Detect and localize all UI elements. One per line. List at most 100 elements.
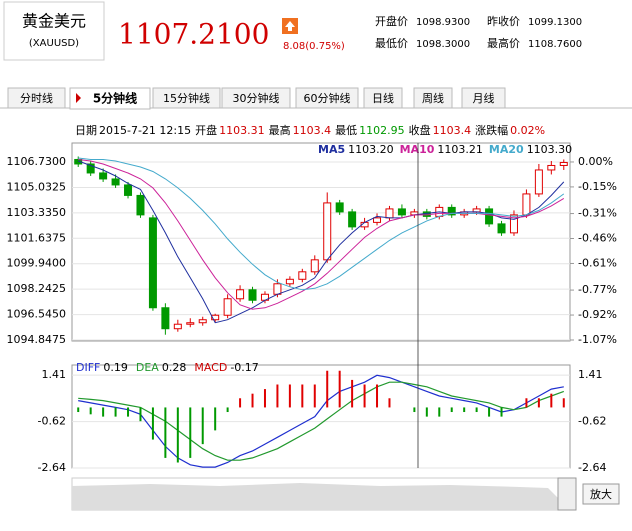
macd-line bbox=[78, 374, 564, 468]
legend-name: MA20 bbox=[489, 143, 524, 156]
symbol-name: 黄金美元 bbox=[22, 12, 86, 31]
y-tick-label: 1101.6375 bbox=[7, 231, 67, 244]
main-frame bbox=[71, 142, 571, 342]
y2-tick-label: -0.61% bbox=[578, 256, 617, 269]
y2-tick-label: -0.77% bbox=[578, 283, 617, 296]
tab-label[interactable]: 60分钟线 bbox=[304, 91, 351, 105]
y2-tick-label: 0.00% bbox=[578, 155, 613, 168]
candle-body bbox=[198, 319, 207, 324]
ma-line bbox=[78, 159, 565, 310]
info-value: 1103.31 bbox=[219, 124, 265, 137]
tab[interactable] bbox=[69, 87, 151, 110]
price-change: 8.08(0.75%) bbox=[283, 41, 345, 52]
y2-tick-label: 1.41 bbox=[578, 368, 603, 381]
legend-value: 1103.21 bbox=[437, 143, 483, 156]
candle-body bbox=[236, 289, 245, 300]
info-value: 1103.4 bbox=[293, 124, 332, 137]
info-value: 1103.4 bbox=[433, 124, 472, 137]
y-tick-label: 1096.5450 bbox=[7, 308, 67, 321]
y2-tick-label: -1.07% bbox=[578, 333, 617, 346]
candle-body bbox=[186, 322, 195, 325]
zoom-button[interactable] bbox=[582, 483, 620, 505]
info-value: 0.02% bbox=[510, 124, 545, 137]
candle-body bbox=[497, 223, 506, 234]
legend-name: DIFF bbox=[76, 361, 100, 374]
tab-label[interactable]: 月线 bbox=[473, 91, 495, 105]
stat-value: 1108.7600 bbox=[528, 39, 582, 50]
legend-name: MA5 bbox=[318, 143, 345, 156]
candle-body bbox=[310, 259, 319, 273]
info-value: 2015-7-21 12:15 bbox=[99, 124, 191, 137]
tabs: 分时线 5分钟线 15分钟线 30分钟线 60分钟线 日线 周线 月线 bbox=[7, 87, 506, 110]
info-label: 开盘 bbox=[195, 123, 217, 137]
tab[interactable] bbox=[461, 87, 506, 109]
info-label: 最低 bbox=[335, 124, 357, 137]
candle-body bbox=[447, 206, 456, 216]
y2-tick-label: -0.62 bbox=[578, 415, 606, 428]
y-tick-label: -2.64 bbox=[38, 461, 66, 474]
candle-body bbox=[136, 194, 145, 216]
tab[interactable] bbox=[413, 87, 453, 109]
info-label: 最高 bbox=[269, 123, 291, 137]
tab[interactable] bbox=[221, 87, 291, 109]
tab-label[interactable]: 日线 bbox=[372, 91, 394, 105]
y-tick-label: 1105.0325 bbox=[7, 180, 67, 193]
stats: 开盘价 1098.9300 昨收价 1099.1300 最低价 1098.3000 最高价 1… bbox=[375, 14, 582, 50]
candle-body bbox=[223, 298, 232, 316]
tab-label[interactable]: 周线 bbox=[422, 91, 444, 105]
candle-body bbox=[285, 278, 294, 285]
tab[interactable] bbox=[7, 87, 66, 109]
candle-body bbox=[509, 214, 518, 234]
candle-body bbox=[248, 289, 257, 301]
tab-marker bbox=[76, 93, 81, 103]
candle-body bbox=[111, 178, 120, 186]
ma-line bbox=[78, 157, 565, 291]
candle-body bbox=[385, 208, 394, 219]
stat-label: 昨收价 bbox=[487, 14, 520, 28]
info-label: 日期 bbox=[75, 124, 97, 137]
candle-body bbox=[335, 202, 344, 213]
stat-label: 最低价 bbox=[375, 37, 408, 50]
candle-body bbox=[124, 184, 133, 196]
candle-body bbox=[522, 193, 531, 216]
y2-tick-label: -0.15% bbox=[578, 180, 617, 193]
legend-value: -0.17 bbox=[230, 361, 258, 374]
candle-body bbox=[99, 172, 108, 180]
navigator-handle[interactable] bbox=[557, 477, 577, 511]
stat-value: 1098.3000 bbox=[416, 39, 470, 50]
tab-label[interactable]: 15分钟线 bbox=[163, 91, 210, 105]
candle-body bbox=[298, 271, 307, 280]
tab-label[interactable]: 30分钟线 bbox=[233, 91, 280, 105]
stat-value: 1099.1300 bbox=[528, 17, 582, 28]
info-line: 日期 2015-7-21 12:15 开盘 1103.31 最高 1103.4 最低 1102… bbox=[75, 123, 545, 137]
y-tick-label: 1103.3350 bbox=[7, 206, 67, 219]
y-tick-label: 1106.7300 bbox=[7, 155, 67, 168]
stat-label: 开盘价 bbox=[375, 14, 408, 28]
zoom-label[interactable]: 放大 bbox=[590, 487, 612, 501]
tab[interactable] bbox=[363, 87, 403, 109]
price: 1107.2100 bbox=[118, 18, 269, 51]
tab-label[interactable]: 5分钟线 bbox=[93, 91, 137, 106]
up-arrow bbox=[285, 21, 295, 31]
legend-name: DEA bbox=[136, 361, 159, 374]
y-tick-label: 1094.8475 bbox=[7, 333, 67, 346]
tab[interactable] bbox=[152, 87, 221, 109]
candle-body bbox=[559, 161, 568, 166]
tab[interactable] bbox=[295, 87, 359, 109]
info-label: 收盘 bbox=[409, 123, 431, 137]
y2-tick-label: -0.92% bbox=[578, 308, 617, 321]
info-value: 1102.95 bbox=[359, 124, 405, 137]
y-tick-label: 1.41 bbox=[42, 368, 67, 381]
candle-body bbox=[173, 323, 182, 330]
legend-value: 0.28 bbox=[162, 361, 187, 374]
navigator-area bbox=[72, 483, 558, 510]
legend-name: MA10 bbox=[400, 143, 435, 156]
tab-label[interactable]: 分时线 bbox=[20, 91, 53, 105]
legend-value: 0.19 bbox=[103, 361, 128, 374]
stat-value: 1098.9300 bbox=[416, 17, 470, 28]
y-tick-label: 1099.9400 bbox=[7, 257, 67, 270]
candle-body bbox=[86, 163, 95, 174]
candle-body bbox=[547, 164, 556, 171]
